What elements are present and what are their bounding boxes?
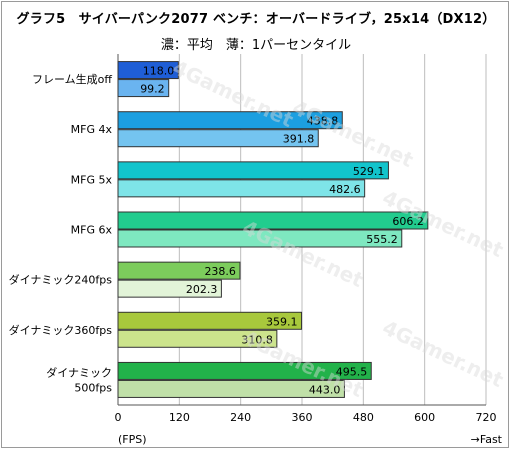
category-label: MFG 4x xyxy=(71,123,113,136)
value-label-average: 238.6 xyxy=(204,265,236,278)
bar-average xyxy=(117,61,179,80)
value-label-1-percentile: 482.6 xyxy=(329,183,361,196)
x-tick-label: 480 xyxy=(353,411,374,424)
x-tick-label: 600 xyxy=(414,411,435,424)
category-label: フレーム生成off xyxy=(32,72,112,86)
x-tick-label: 0 xyxy=(115,411,122,424)
chart-title: グラフ5 サイバーパンク2077 ベンチ：オーバードライブ，25x14（DX12… xyxy=(16,12,496,27)
fast-direction-label: →Fast xyxy=(471,433,503,446)
x-tick-label: 720 xyxy=(476,411,497,424)
category-label: MFG 6x xyxy=(71,224,113,237)
value-label-average: 359.1 xyxy=(266,315,298,328)
bar-1-percentile xyxy=(117,379,345,398)
bar-1-percentile xyxy=(117,229,403,248)
category-label: ダイナミック xyxy=(46,365,112,379)
bar-average xyxy=(117,311,303,330)
value-label-average: 529.1 xyxy=(353,165,385,178)
category-label: ダイナミック360fps xyxy=(9,323,113,337)
value-label-1-percentile: 443.0 xyxy=(309,383,341,396)
value-label-1-percentile: 99.2 xyxy=(140,83,165,96)
bar-average xyxy=(117,361,372,380)
bar-1-percentile xyxy=(117,279,222,298)
value-label-average: 606.2 xyxy=(392,215,424,228)
value-label-average: 118.0 xyxy=(143,65,175,78)
bar-average xyxy=(117,261,241,280)
x-tick-label: 360 xyxy=(292,411,313,424)
x-tick-label: 120 xyxy=(169,411,190,424)
value-label-1-percentile: 310.8 xyxy=(241,333,273,346)
value-label-1-percentile: 555.2 xyxy=(366,233,398,246)
bar-average xyxy=(117,211,429,230)
category-label: MFG 5x xyxy=(71,173,113,186)
x-tick-label: 240 xyxy=(230,411,251,424)
bar-average xyxy=(117,161,389,180)
bar-average xyxy=(117,111,343,130)
bar-1-percentile xyxy=(117,79,170,98)
bar-1-percentile xyxy=(117,179,366,198)
value-label-average: 495.5 xyxy=(336,365,368,378)
value-label-1-percentile: 202.3 xyxy=(186,283,218,296)
chart-subtitle: 濃：平均 薄：1パーセンタイル xyxy=(160,38,352,53)
value-label-average: 438.8 xyxy=(307,115,339,128)
bar-1-percentile xyxy=(117,329,278,348)
x-axis-label: (FPS) xyxy=(118,433,147,446)
category-label: 500fps xyxy=(74,381,112,394)
bar-1-percentile xyxy=(117,129,319,148)
category-label: ダイナミック240fps xyxy=(9,273,113,287)
value-label-1-percentile: 391.8 xyxy=(283,133,315,146)
